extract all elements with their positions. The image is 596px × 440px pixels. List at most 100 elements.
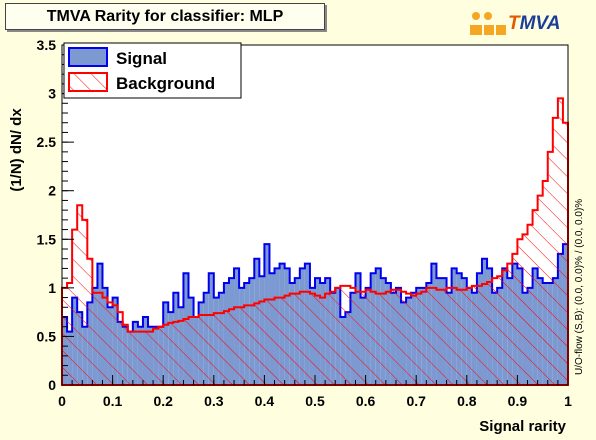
background-bin: [97, 292, 103, 385]
background-bin: [497, 276, 503, 385]
background-bin: [426, 287, 432, 385]
background-bin: [436, 289, 442, 385]
background-bin: [365, 289, 371, 385]
y-tick-label: 3: [48, 86, 56, 102]
legend-signal-label: Signal: [116, 49, 167, 68]
background-bin: [112, 305, 118, 385]
x-tick-label: 0: [58, 393, 66, 409]
x-tick-label: 0.3: [204, 393, 224, 409]
background-bin: [304, 291, 310, 385]
background-bin: [82, 219, 88, 385]
background-bin: [522, 234, 528, 385]
background-bin: [461, 289, 467, 385]
background-bin: [284, 295, 290, 385]
background-bin: [158, 326, 164, 385]
background-bin: [279, 297, 285, 385]
background-bin: [67, 283, 73, 385]
background-bin: [451, 287, 457, 385]
background-bin: [355, 291, 361, 385]
background-bin: [259, 301, 265, 385]
background-bin: [137, 331, 143, 385]
background-bin: [335, 287, 341, 385]
tmva-logo-mark-icon: [470, 12, 506, 35]
background-bin: [163, 324, 169, 385]
background-bin: [249, 305, 255, 385]
background-bin: [178, 320, 184, 385]
legend: Signal Background: [63, 42, 242, 99]
background-bin: [416, 293, 422, 385]
background-bin: [512, 253, 518, 385]
background-bin: [370, 291, 376, 385]
background-bin: [547, 151, 553, 385]
x-tick-label: 0.1: [103, 393, 123, 409]
background-bin: [527, 224, 533, 385]
background-bin: [87, 258, 93, 385]
background-bin: [269, 299, 275, 385]
background-bin: [223, 311, 229, 385]
background-bin: [552, 117, 558, 385]
y-tick-label: 1: [48, 280, 56, 296]
background-bin: [102, 297, 108, 385]
background-bin: [77, 205, 83, 385]
background-series: [61, 97, 569, 386]
background-bin: [476, 285, 482, 385]
x-tick-label: 0.6: [356, 393, 376, 409]
y-tick-label: 1.5: [37, 231, 57, 247]
background-bin: [188, 317, 194, 385]
legend-signal-swatch: [68, 47, 108, 67]
background-bin: [537, 195, 543, 385]
background-bin: [203, 315, 209, 385]
background-bin: [542, 181, 548, 385]
background-bin: [183, 318, 189, 385]
tmva-logo-text: TMVA: [508, 13, 561, 34]
background-bin: [421, 291, 427, 385]
x-tick-label: 0.8: [457, 393, 477, 409]
background-bin: [244, 305, 250, 385]
background-bin: [456, 289, 462, 385]
background-bin: [299, 291, 305, 385]
background-bin: [375, 293, 381, 385]
plot-title-box: TMVA Rarity for classifier: MLP: [5, 3, 325, 30]
background-bin: [142, 331, 149, 385]
tmva-logo: [468, 10, 573, 40]
x-tick-label: 0.2: [153, 393, 173, 409]
background-bin: [234, 307, 240, 385]
background-bin: [153, 328, 159, 385]
background-bin: [395, 289, 402, 385]
x-tick-label: 0.9: [508, 393, 528, 409]
background-bin: [239, 307, 245, 385]
background-bin: [330, 291, 336, 385]
background-bin: [264, 299, 270, 385]
legend-background-label: Background: [116, 74, 215, 93]
y-tick-label: 3.5: [37, 37, 57, 53]
background-bin: [557, 98, 563, 385]
background-bin: [441, 289, 447, 385]
background-bin: [340, 285, 346, 385]
background-bin: [294, 293, 300, 385]
x-tick-label: 1: [564, 393, 572, 409]
x-axis: 0 0.1 0.2 0.3 0.4 0.5 0.6 0.7 0.8 0.9 1: [58, 375, 572, 409]
background-bin: [213, 313, 219, 385]
background-outline: [61, 97, 569, 386]
background-bin: [390, 289, 396, 385]
background-bin: [431, 287, 437, 385]
y-tick-label: 2: [48, 183, 56, 199]
x-axis-title: Signal rarity: [479, 418, 566, 435]
background-bin: [360, 291, 366, 385]
background-bin: [517, 239, 523, 385]
background-bin: [132, 331, 138, 385]
background-bin: [446, 287, 452, 385]
background-bin: [274, 297, 280, 385]
background-bin: [72, 229, 78, 385]
background-bin: [401, 291, 407, 385]
background-bin: [320, 297, 326, 385]
background-bin: [193, 317, 199, 385]
y-axis-title: (1/N) dN/ dx: [8, 108, 25, 192]
x-tick-label: 0.7: [406, 393, 426, 409]
background-bin: [148, 331, 154, 385]
background-bin: [198, 315, 204, 385]
background-bin: [532, 210, 538, 385]
background-bin: [385, 291, 391, 385]
overflow-label: U/O-flow (S,B): (0.0, 0.0)% / (0.0, 0.0)…: [574, 199, 585, 375]
